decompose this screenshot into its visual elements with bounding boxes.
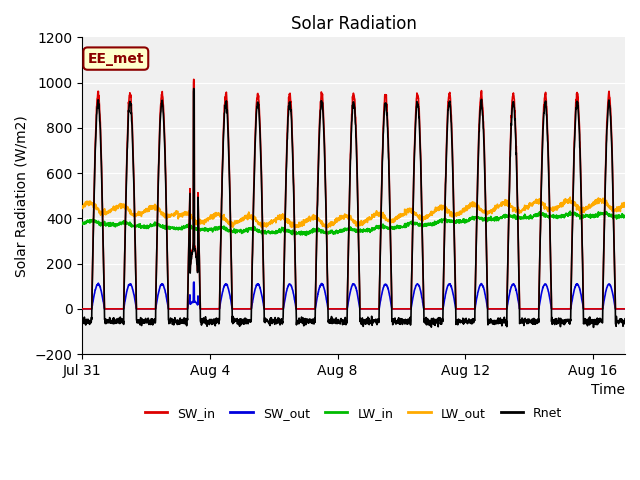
Y-axis label: Solar Radiation (W/m2): Solar Radiation (W/m2): [15, 115, 29, 276]
Legend: SW_in, SW_out, LW_in, LW_out, Rnet: SW_in, SW_out, LW_in, LW_out, Rnet: [140, 402, 567, 424]
X-axis label: Time: Time: [591, 384, 625, 397]
Text: EE_met: EE_met: [88, 51, 144, 66]
Title: Solar Radiation: Solar Radiation: [291, 15, 417, 33]
